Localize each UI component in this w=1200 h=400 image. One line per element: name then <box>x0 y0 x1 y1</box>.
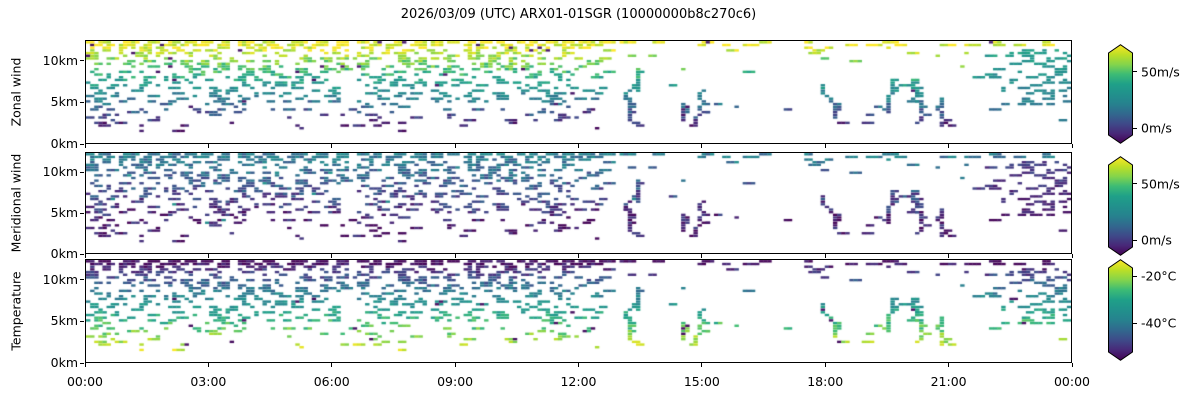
colorbar-tick-label: 50m/s <box>1141 64 1180 80</box>
ytick-label-10km: 10km <box>42 271 78 287</box>
xtick-label: 15:00 <box>683 374 720 389</box>
xtick-label: 18:00 <box>807 374 844 389</box>
xtick-label: 09:00 <box>437 374 474 389</box>
tick-mark <box>84 144 86 148</box>
tick-mark <box>80 60 84 62</box>
tick-mark <box>824 144 826 148</box>
colorbar-temperature <box>1108 259 1133 361</box>
tick-mark <box>701 254 703 258</box>
xtick-label: 00:00 <box>1053 374 1091 389</box>
colorbar-meridional-wind <box>1108 156 1133 256</box>
ytick-label-5km: 5km <box>50 94 78 110</box>
tick-mark <box>1133 239 1137 241</box>
xtick-label: 21:00 <box>930 374 967 389</box>
tick-mark <box>578 144 579 148</box>
ytick-label-0km: 0km <box>50 246 78 261</box>
tick-mark <box>454 254 456 258</box>
tick-mark <box>824 363 826 367</box>
colorbar-gradient <box>1108 44 1133 144</box>
tick-mark <box>80 279 84 281</box>
panel-zonal-wind <box>85 40 1072 144</box>
tick-mark <box>701 363 703 367</box>
xtick-label: 06:00 <box>313 374 350 389</box>
tick-mark <box>331 254 333 258</box>
tick-mark <box>1071 363 1073 367</box>
tick-mark <box>84 254 86 258</box>
colorbar-gradient <box>1108 259 1133 361</box>
tick-mark <box>701 144 703 148</box>
tick-mark <box>80 212 84 214</box>
tick-mark <box>1133 322 1137 324</box>
colorbar-tick-label: 50m/s <box>1141 176 1180 192</box>
tick-mark <box>207 363 209 367</box>
ytick-label-5km: 5km <box>50 313 78 329</box>
panel-meridional-wind <box>85 152 1072 254</box>
colorbar-tick-label: -20°C <box>1141 268 1177 284</box>
tick-mark <box>331 144 333 148</box>
colorbar-gradient <box>1108 156 1133 256</box>
ytick-label-10km: 10km <box>42 164 78 180</box>
heatmap-zonal-wind <box>86 41 1071 143</box>
tick-mark <box>80 320 84 322</box>
xtick-label: 00:00 <box>66 374 104 389</box>
tick-mark <box>1133 183 1137 185</box>
tick-mark <box>80 143 84 145</box>
xtick-label: 03:00 <box>190 374 227 389</box>
panel-temperature <box>85 259 1072 363</box>
tick-mark <box>578 254 579 258</box>
ytick-label-0km: 0km <box>50 355 78 370</box>
ytick-label-5km: 5km <box>50 205 78 221</box>
tick-mark <box>948 363 950 367</box>
tick-mark <box>948 254 950 258</box>
tick-mark <box>454 363 456 367</box>
ytick-label-10km: 10km <box>42 52 78 68</box>
tick-mark <box>1133 127 1137 129</box>
tick-mark <box>80 101 84 103</box>
tick-mark <box>1071 254 1073 258</box>
tick-mark <box>824 254 826 258</box>
tick-mark <box>331 363 333 367</box>
tick-mark <box>948 144 950 148</box>
tick-mark <box>1133 275 1137 277</box>
heatmap-temperature <box>86 260 1071 362</box>
chart-title: 2026/03/09 (UTC) ARX01-01SGR (10000000b8… <box>400 7 757 22</box>
tick-mark <box>207 144 209 148</box>
colorbar-tick-label: 0m/s <box>1141 232 1172 248</box>
tick-mark <box>80 253 84 255</box>
ytick-label-0km: 0km <box>50 136 78 151</box>
tick-mark <box>1133 71 1137 73</box>
tick-mark <box>207 254 209 258</box>
tick-mark <box>1071 144 1073 148</box>
colorbar-tick-label: 0m/s <box>1141 120 1172 136</box>
ylabel-zonal-wind: Zonal wind <box>8 57 24 127</box>
tick-mark <box>80 362 84 364</box>
tick-mark <box>454 144 456 148</box>
tick-mark <box>578 363 579 367</box>
colorbar-zonal-wind <box>1108 44 1133 144</box>
tick-mark <box>84 363 86 367</box>
xtick-label: 12:00 <box>560 374 597 389</box>
tick-mark <box>80 171 84 173</box>
colorbar-tick-label: -40°C <box>1141 315 1177 331</box>
heatmap-meridional-wind <box>86 153 1071 253</box>
